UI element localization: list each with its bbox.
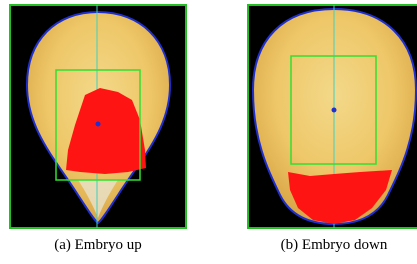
- panel-a: (a) Embryo up: [10, 5, 186, 253]
- figure: (a) Embryo up (b) Embryo down: [0, 0, 417, 264]
- panel-b: (b) Embryo down: [248, 5, 417, 253]
- caption: (a) Embryo up: [54, 237, 141, 253]
- caption: (b) Embryo down: [281, 237, 388, 253]
- centroid: [332, 108, 337, 113]
- page: (a) Embryo up (b) Embryo down (() => { c…: [0, 0, 417, 264]
- centroid: [96, 122, 101, 127]
